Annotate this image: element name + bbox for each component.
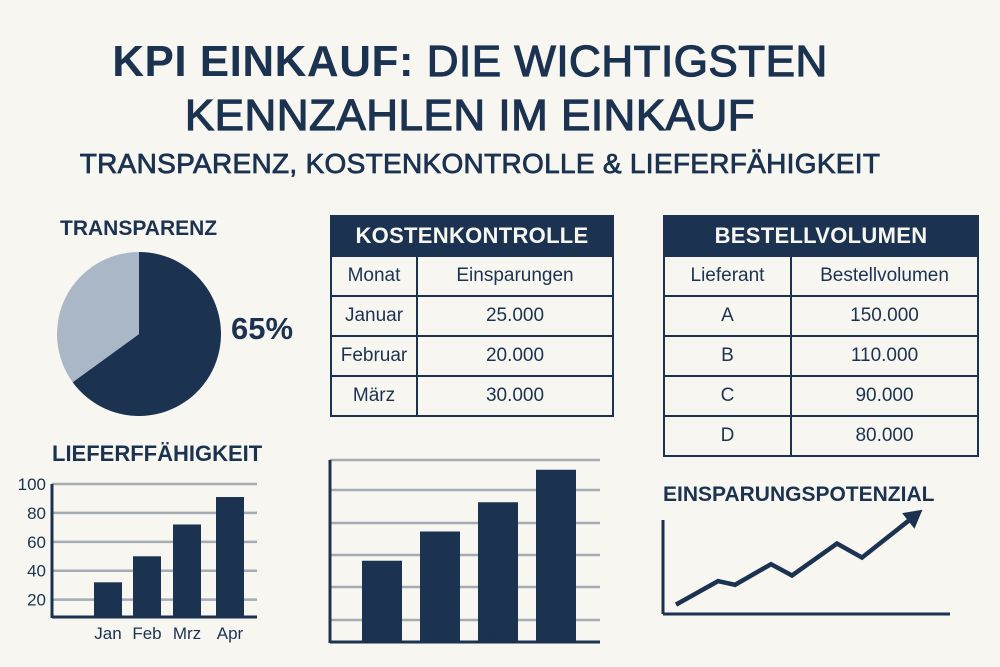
pie-slice [72,252,221,417]
table-row: Januar 25.000 [330,295,614,337]
page-subtitle: TRANSPARENZ, KOSTENKONTROLLE & LIEFERFÄH… [79,148,881,180]
line-chart-title: EINSPARUNGSPOTENZIAL [663,483,935,506]
table-cell: März [330,375,418,417]
bar [216,497,244,617]
bar [362,560,402,642]
bar [173,524,201,617]
column-header: Bestellvolumen [790,255,979,297]
table-row: B 110.000 [663,335,979,377]
table-cell: 110.000 [790,335,979,377]
table-cell: 25.000 [416,295,614,337]
x-tick-label: Mrz [173,624,201,643]
kostenkontrolle-table: KOSTENKONTROLLE Monat Einsparungen Janua… [330,215,614,417]
bar [536,469,576,642]
x-tick-label: Feb [132,624,161,643]
table-cell: Januar [330,295,418,337]
bar [94,582,122,617]
table-row: Februar 20.000 [330,335,614,377]
table-row: März 30.000 [330,375,614,417]
table-row: C 90.000 [663,375,979,417]
bar [133,556,161,617]
bar [478,502,518,642]
column-header: Lieferant [663,255,792,297]
x-tick-label: Apr [543,624,570,643]
table-cell: D [663,415,792,457]
table-cell: B [663,335,792,377]
table-cell: 80.000 [790,415,979,457]
title-strong: KPI EINKAUF: [112,37,414,86]
page-title-line-1: KPI EINKAUF: DIE WICHTIGSTEN [0,37,940,86]
table-cell: A [663,295,792,337]
title-rest: DIE WICHTIGSTEN [414,37,828,86]
table-header-row: Monat Einsparungen [330,255,614,297]
line-series [674,515,915,607]
y-tick-label: 60 [27,533,46,552]
y-tick-label: 100 [18,475,46,494]
table-title: KOSTENKONTROLLE [330,215,614,257]
bestellvolumen-table: BESTELLVOLUMEN Lieferant Bestellvolumen … [663,215,979,457]
table-row: A 150.000 [663,295,979,337]
table-cell: 20.000 [416,335,614,377]
column-header: Einsparungen [416,255,614,297]
table-row: D 80.000 [663,415,979,457]
table-title: BESTELLVOLUMEN [663,215,979,257]
pie-title: TRANSPARENZ [60,217,218,240]
column-header: Monat [330,255,418,297]
x-tick-label: Mrz [484,624,512,643]
x-tick-label: Apr [217,624,244,643]
table-cell: C [663,375,792,417]
y-tick-label: 20 [27,591,46,610]
bar [420,531,460,642]
table-cell: 90.000 [790,375,979,417]
table-header-row: Lieferant Bestellvolumen [663,255,979,297]
arrow-head-icon [902,509,923,529]
x-tick-label: Jan [368,624,395,643]
bar-chart-title: LIEFERFFÄHIGKEIT [52,441,263,466]
pie-slice [57,252,139,383]
y-tick-label: 80 [27,504,46,523]
table-cell: 30.000 [416,375,614,417]
y-tick-label: 40 [27,562,46,581]
x-tick-label: Feb [425,624,454,643]
page-title-line-2: KENNZAHLEN IM EINKAUF [184,91,756,140]
x-tick-label: Jan [94,624,121,643]
table-cell: 150.000 [790,295,979,337]
table-cell: Februar [330,335,418,377]
pie-percent-label: 65% [231,311,294,346]
